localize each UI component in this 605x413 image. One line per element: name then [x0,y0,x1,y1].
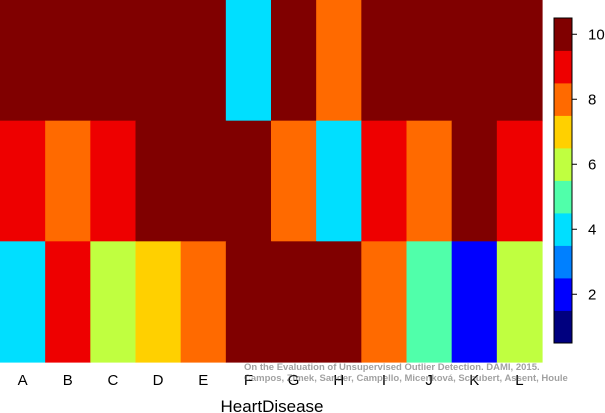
colorbar-segment-3 [554,245,572,279]
heatmap-cell-r3-C [90,241,137,363]
heatmap-cell-r3-L [496,241,543,363]
heatmap-cell-r3-I [361,241,408,363]
x-axis-label: HeartDisease [221,397,324,413]
colorbar-segment-9 [554,50,572,84]
heatmap-cell-r3-E [180,241,227,363]
x-tick-K: K [469,372,479,389]
colorbar-segment-5 [554,180,572,214]
x-tick-D: D [153,372,164,389]
colorbar-tick-2: 2 [588,286,596,303]
heatmap-cell-r2-I [361,120,408,242]
heatmap-cell-r2-F [225,120,272,242]
heatmap-cell-r3-F [225,241,272,363]
colorbar-tick-10: 10 [588,26,605,43]
heatmap-cell-r2-E [180,120,227,242]
heatmap-cell-r2-H [316,120,362,242]
heatmap-cell-r1-B [45,0,91,122]
watermark-line-1: On the Evaluation of Unsupervised Outlie… [244,362,540,373]
heatmap-cell-r2-D [135,120,182,242]
heatmap-cell-r1-I [361,0,408,122]
heatmap-cell-r2-A [0,120,46,242]
heatmap-cell-r3-A [0,241,46,363]
colorbar-segment-7 [554,115,572,149]
colorbar-segment-2 [554,278,572,311]
heatmap-cell-r1-L [496,0,543,122]
heatmap-cell-r1-F [225,0,272,122]
x-tick-labels: A B C D E F G H I J K L [18,372,524,389]
heatmap-cell-r3-K [451,241,498,363]
x-tick-B: B [63,372,73,389]
heatmap-cell-r1-J [406,0,453,122]
colorbar-tick-8: 8 [588,91,596,108]
heatmap-cell-r1-G [271,0,317,122]
heatmap-cell-r1-D [135,0,182,122]
colorbar-segment-4 [554,213,572,246]
heatmap-cell-r2-K [451,120,498,242]
x-tick-H: H [333,372,344,389]
heatmap-cell-r1-K [451,0,498,122]
heatmap-cell-r1-A [0,0,46,122]
colorbar-tick-labels: 2 4 6 8 10 [572,26,605,303]
x-tick-J: J [425,372,433,389]
colorbar-segment-8 [554,83,572,116]
colorbar-tick-4: 4 [588,221,596,238]
heatmap-cell-r1-H [316,0,362,122]
heatmap-cell-r3-G [271,241,317,363]
heatmap-cell-r3-B [45,241,91,363]
x-tick-E: E [198,372,208,389]
heatmap-cell-r2-B [45,120,91,242]
heatmap-cells [0,0,543,363]
x-tick-L: L [515,372,523,389]
heatmap-cell-r3-J [406,241,453,363]
colorbar-tick-6: 6 [588,156,596,173]
colorbar-segment-6 [554,148,572,181]
heatmap-cell-r2-L [496,120,543,242]
colorbar-border [553,17,573,344]
x-tick-G: G [288,372,300,389]
x-tick-A: A [18,372,28,389]
colorbar-segment-1 [554,310,572,344]
colorbar [553,17,573,344]
heatmap-cell-r3-H [316,241,362,363]
x-tick-F: F [244,372,253,389]
watermark-line-2: Campos, Zimek, Sander, Campello, Micenko… [244,373,568,384]
heatmap-cell-r1-C [90,0,137,122]
heatmap-cell-r2-C [90,120,137,242]
heatmap-cell-r3-D [135,241,182,363]
colorbar-segment-10 [554,18,572,51]
heatmap-cell-r1-E [180,0,227,122]
x-tick-C: C [107,372,118,389]
heatmap-cell-r2-G [271,120,317,242]
x-tick-I: I [382,372,386,389]
heatmap-cell-r2-J [406,120,453,242]
